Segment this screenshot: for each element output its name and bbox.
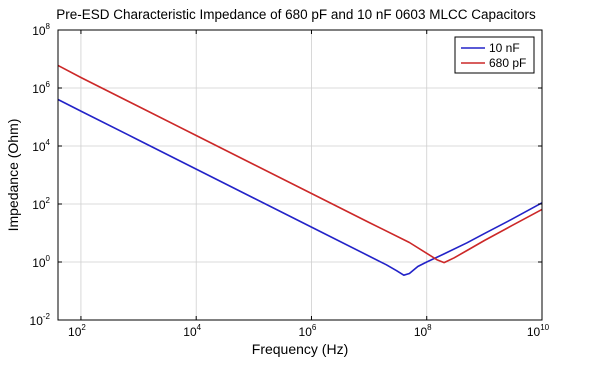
y-tick-label: 100 (32, 254, 50, 270)
chart-title: Pre-ESD Characteristic Impedance of 680 … (56, 7, 536, 22)
x-tick-label: 104 (183, 323, 201, 339)
series-line-680-pf (57, 64, 543, 264)
plot-frame (57, 29, 543, 321)
series-lines (57, 64, 543, 277)
legend-box (454, 36, 535, 74)
legend-label: 680 pF (489, 56, 526, 70)
y-tick-label: 106 (32, 80, 50, 96)
y-tick-label: 104 (32, 138, 50, 154)
x-tick-label: 102 (68, 323, 86, 339)
x-tick-label: 1010 (527, 323, 550, 339)
axis-ticks: 102 104 106 108 1010 10-2 100 102 104 106 108 (30, 22, 550, 339)
legend-label: 10 nF (489, 41, 520, 55)
y-tick-label: 102 (32, 196, 50, 212)
x-tick-label: 108 (414, 323, 432, 339)
y-tick-label: 108 (32, 22, 50, 38)
y-tick-label: 10-2 (30, 312, 51, 328)
y-axis-title: Impedance (Ohm) (5, 119, 21, 232)
x-axis-title: Frequency (Hz) (252, 341, 348, 357)
series-line-10-nf (57, 98, 543, 277)
x-tick-label: 106 (299, 323, 317, 339)
